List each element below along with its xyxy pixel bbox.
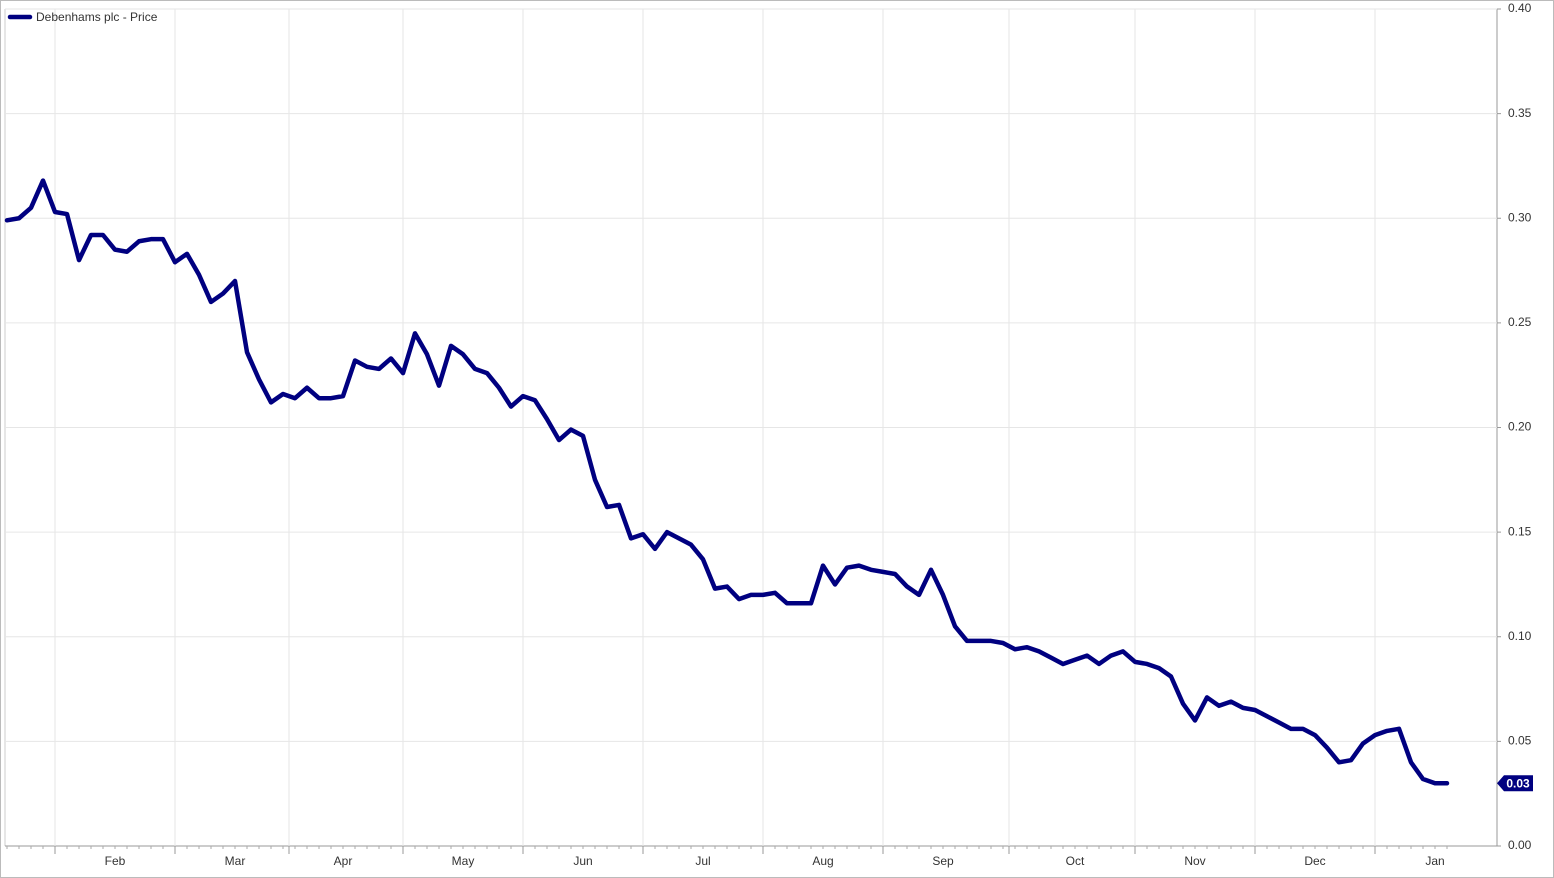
x-tick-label: Sep [932, 854, 954, 868]
y-tick-label: 0.40 [1508, 1, 1532, 15]
y-tick-label: 0.05 [1508, 734, 1532, 748]
y-tick-label: 0.15 [1508, 524, 1532, 538]
price-line [4, 178, 1450, 786]
y-tick-label: 0.00 [1508, 838, 1532, 852]
x-tick-label: Oct [1066, 854, 1085, 868]
legend-label: Debenhams plc - Price [36, 10, 158, 24]
x-tick-label: Mar [225, 854, 246, 868]
x-tick-label: Feb [105, 854, 126, 868]
y-tick-label: 0.25 [1508, 315, 1532, 329]
x-tick-label: Jan [1425, 854, 1444, 868]
x-tick-label: Jun [573, 854, 592, 868]
y-tick-label: 0.20 [1508, 420, 1532, 434]
x-tick-label: Aug [812, 854, 833, 868]
y-tick-label: 0.10 [1508, 629, 1532, 643]
last-value-tag [1497, 775, 1533, 792]
x-tick-label: Dec [1304, 854, 1325, 868]
x-tick-label: May [452, 854, 475, 868]
last-value-label: 0.03 [1506, 776, 1530, 790]
y-tick-label: 0.35 [1508, 106, 1532, 120]
x-tick-label: Jul [695, 854, 710, 868]
x-tick-label: Nov [1184, 854, 1205, 868]
x-tick-label: Apr [334, 854, 353, 868]
y-tick-label: 0.30 [1508, 210, 1532, 224]
